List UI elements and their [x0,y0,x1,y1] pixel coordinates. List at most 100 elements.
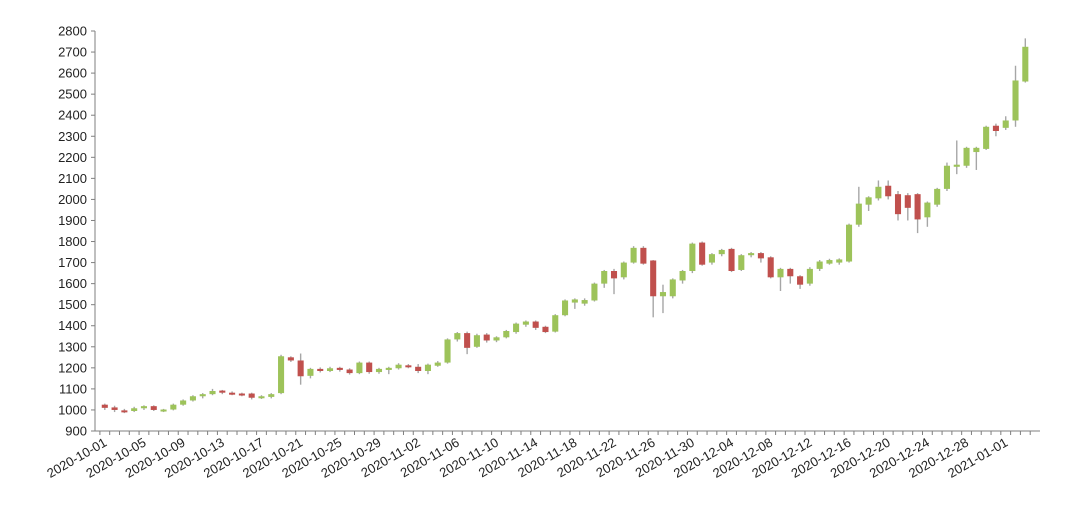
candle [836,258,843,265]
candle-body-up [571,299,578,303]
candle [1002,116,1009,130]
candle-body-up [973,147,980,153]
candle [385,366,392,375]
candle-body-up [630,247,637,263]
candle [532,320,539,330]
candle [160,408,167,413]
candle [777,267,784,291]
y-tick-label: 1000 [58,402,87,417]
candle-body-down [787,268,794,277]
candle-body-up [140,406,147,409]
candle-body-down [757,253,764,259]
candle-body-up [620,262,627,278]
candle-body-down [101,404,108,408]
y-tick-label: 1400 [58,318,87,333]
candle [199,393,206,399]
candle-body-up [444,339,451,363]
candle-body-down [150,406,157,410]
candle [150,405,157,411]
y-tick-label: 2400 [58,108,87,123]
candle-body-up [552,315,559,332]
candle-body-up [669,279,676,297]
candle-body-up [562,300,569,316]
candle [131,406,138,413]
candle [806,267,813,286]
candle [395,363,402,370]
candle [1022,38,1029,83]
candle [630,246,637,264]
candle-body-down [121,410,128,413]
candle [650,260,657,318]
candle [326,366,334,373]
candle [855,186,862,227]
candle [268,393,275,399]
candle [728,247,735,273]
candles-group [101,38,1029,414]
candle-body-up [278,356,285,394]
candle-body-down [610,271,618,279]
candle-body-down [111,407,118,410]
candle-body-up [875,186,882,199]
candle [983,125,990,150]
candle-body-up [180,400,187,405]
candle [219,389,226,395]
candle [170,403,177,411]
candle [973,146,980,170]
candle [610,268,618,295]
candle-body-down [366,362,373,373]
candle-body-down [885,185,892,197]
candle [943,162,951,191]
y-tick-label: 900 [65,424,87,439]
candle-body-up [846,224,853,262]
candle-body-up [934,188,941,205]
candle [336,366,343,372]
candle [601,269,608,288]
candle-body-up [503,331,510,338]
candle [229,391,236,396]
candle [757,252,764,263]
candle [473,333,480,348]
candle [415,364,422,374]
candle-body-up [826,260,833,264]
candle [924,201,931,227]
candle [581,298,588,306]
candle-body-up [601,271,608,284]
candle [258,395,265,399]
candle-body-down [483,334,490,341]
candle [797,275,804,289]
candle-body-up [816,261,823,269]
candle-body-up [1002,120,1009,128]
candle [738,254,745,271]
candle-body-up [708,254,715,263]
candle-body-down [464,333,471,348]
candle-body-up [689,243,696,271]
candle-body-up [209,391,216,395]
candle-body-down [317,368,324,371]
candle-body-down [405,365,412,368]
candle-body-up [659,292,667,297]
candle [542,325,549,334]
candle [493,336,500,343]
y-tick-label: 1500 [58,297,87,312]
candle-body-down [229,392,236,395]
candle [121,408,128,414]
y-tick-label: 1100 [59,381,87,396]
candle-body-down [650,260,657,297]
candle [865,196,872,211]
candle [503,329,510,339]
candle-body-down [336,367,343,370]
candle-body-up [924,202,931,218]
candle [689,242,696,274]
candle-body-down [238,393,245,396]
candle [111,405,118,413]
candle-body-up [160,409,167,412]
candle-body-down [894,194,902,215]
candle-body-up [855,203,862,225]
candle [767,256,774,279]
candle [992,123,999,137]
candle [356,361,363,375]
candle [101,403,108,410]
candle-body-up [953,164,960,167]
